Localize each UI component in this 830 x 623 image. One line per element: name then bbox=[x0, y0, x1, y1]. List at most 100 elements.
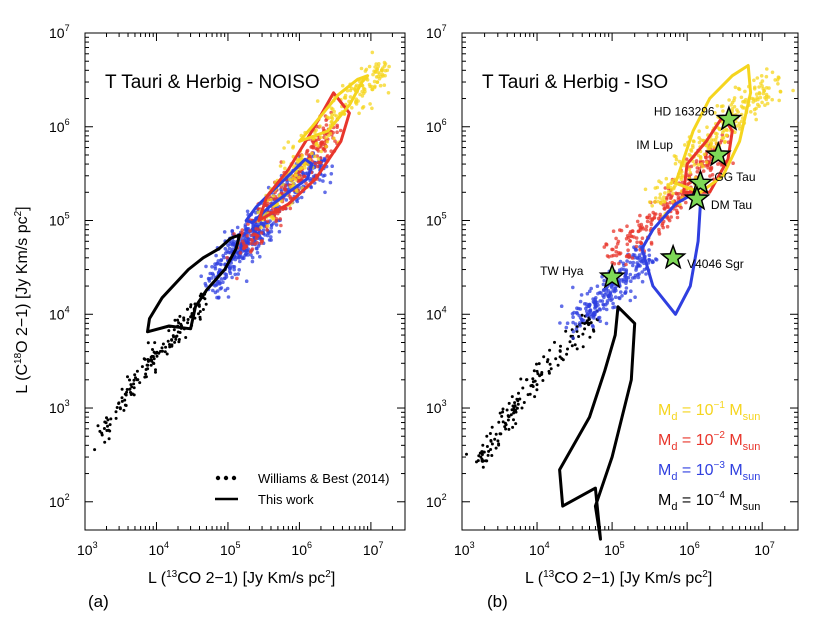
data-point bbox=[186, 321, 190, 325]
contour-line bbox=[257, 91, 351, 222]
data-point bbox=[666, 189, 671, 194]
data-point bbox=[501, 407, 505, 411]
data-point bbox=[168, 345, 172, 349]
data-point bbox=[328, 180, 333, 185]
data-point bbox=[225, 255, 229, 260]
data-point bbox=[226, 243, 230, 247]
data-point bbox=[325, 154, 330, 158]
data-point bbox=[189, 315, 193, 319]
data-point bbox=[651, 260, 655, 264]
data-point bbox=[511, 425, 515, 429]
data-point bbox=[755, 76, 760, 80]
data-point bbox=[173, 340, 177, 344]
data-point bbox=[133, 373, 137, 377]
data-point bbox=[554, 357, 558, 361]
data-point bbox=[665, 195, 669, 200]
data-point bbox=[244, 236, 248, 241]
data-point bbox=[736, 110, 740, 114]
data-point bbox=[625, 259, 629, 263]
data-point bbox=[575, 347, 579, 351]
data-point bbox=[261, 228, 266, 232]
data-point bbox=[532, 369, 536, 373]
data-point bbox=[323, 190, 327, 195]
data-point bbox=[254, 236, 259, 241]
data-point bbox=[319, 140, 324, 145]
data-point bbox=[548, 362, 552, 366]
data-point bbox=[512, 418, 515, 422]
data-point bbox=[604, 321, 609, 326]
data-point bbox=[102, 427, 106, 430]
data-point bbox=[369, 84, 374, 89]
data-point bbox=[657, 179, 661, 183]
data-point bbox=[151, 348, 154, 351]
scatter-points-b bbox=[465, 67, 795, 469]
data-point bbox=[615, 242, 620, 246]
data-point bbox=[316, 144, 320, 148]
data-point bbox=[332, 109, 337, 114]
data-point bbox=[620, 278, 624, 282]
data-point bbox=[704, 160, 709, 165]
data-point bbox=[235, 276, 239, 281]
x-tick-label: 106 bbox=[679, 540, 700, 558]
data-point bbox=[226, 295, 231, 299]
data-point bbox=[109, 417, 113, 421]
data-point bbox=[223, 251, 228, 255]
star-label: HD 163296 bbox=[654, 104, 715, 118]
star-marker bbox=[715, 105, 743, 131]
data-point bbox=[661, 225, 665, 230]
data-point bbox=[724, 133, 729, 138]
data-point bbox=[610, 297, 614, 301]
data-point bbox=[753, 85, 757, 90]
data-point bbox=[382, 60, 387, 65]
data-point bbox=[575, 311, 579, 316]
data-point bbox=[505, 408, 509, 412]
data-point bbox=[764, 97, 769, 102]
data-point bbox=[499, 432, 503, 436]
y-tick-label: 106 bbox=[426, 117, 447, 135]
y-tick-label: 104 bbox=[49, 304, 70, 322]
data-point bbox=[258, 254, 262, 259]
data-point bbox=[198, 310, 202, 313]
data-point bbox=[386, 91, 391, 95]
data-point bbox=[244, 279, 249, 284]
data-point bbox=[277, 229, 282, 234]
data-point bbox=[129, 383, 133, 387]
data-point bbox=[634, 244, 639, 249]
data-point bbox=[238, 251, 243, 255]
data-point bbox=[708, 174, 712, 178]
data-point bbox=[677, 191, 681, 196]
contours-a bbox=[146, 74, 370, 334]
data-point bbox=[329, 172, 334, 176]
data-point bbox=[132, 386, 136, 390]
data-point bbox=[155, 354, 159, 358]
data-point bbox=[213, 265, 217, 269]
data-point bbox=[215, 295, 219, 300]
chart-title-b: T Tauri & Herbig - ISO bbox=[482, 72, 668, 93]
data-point bbox=[634, 268, 638, 272]
data-point bbox=[589, 321, 593, 325]
data-point bbox=[533, 395, 537, 399]
data-point bbox=[283, 166, 287, 171]
data-point bbox=[713, 111, 717, 115]
data-point bbox=[512, 407, 516, 410]
data-point bbox=[640, 259, 645, 264]
data-point bbox=[485, 459, 489, 463]
data-point bbox=[549, 367, 553, 371]
data-point bbox=[635, 255, 639, 260]
data-point bbox=[635, 240, 639, 244]
data-point bbox=[629, 234, 633, 238]
data-point bbox=[286, 140, 291, 144]
data-point bbox=[152, 362, 156, 365]
y-tick-label: 102 bbox=[426, 492, 447, 510]
contour-line bbox=[146, 233, 241, 334]
data-point bbox=[383, 73, 387, 78]
data-point bbox=[485, 445, 489, 448]
data-point bbox=[650, 217, 655, 221]
data-point bbox=[719, 104, 724, 109]
data-point bbox=[135, 378, 139, 382]
data-point bbox=[517, 391, 520, 395]
data-point bbox=[256, 210, 260, 215]
data-point bbox=[330, 119, 334, 124]
data-point bbox=[135, 369, 139, 373]
data-point bbox=[742, 106, 747, 110]
